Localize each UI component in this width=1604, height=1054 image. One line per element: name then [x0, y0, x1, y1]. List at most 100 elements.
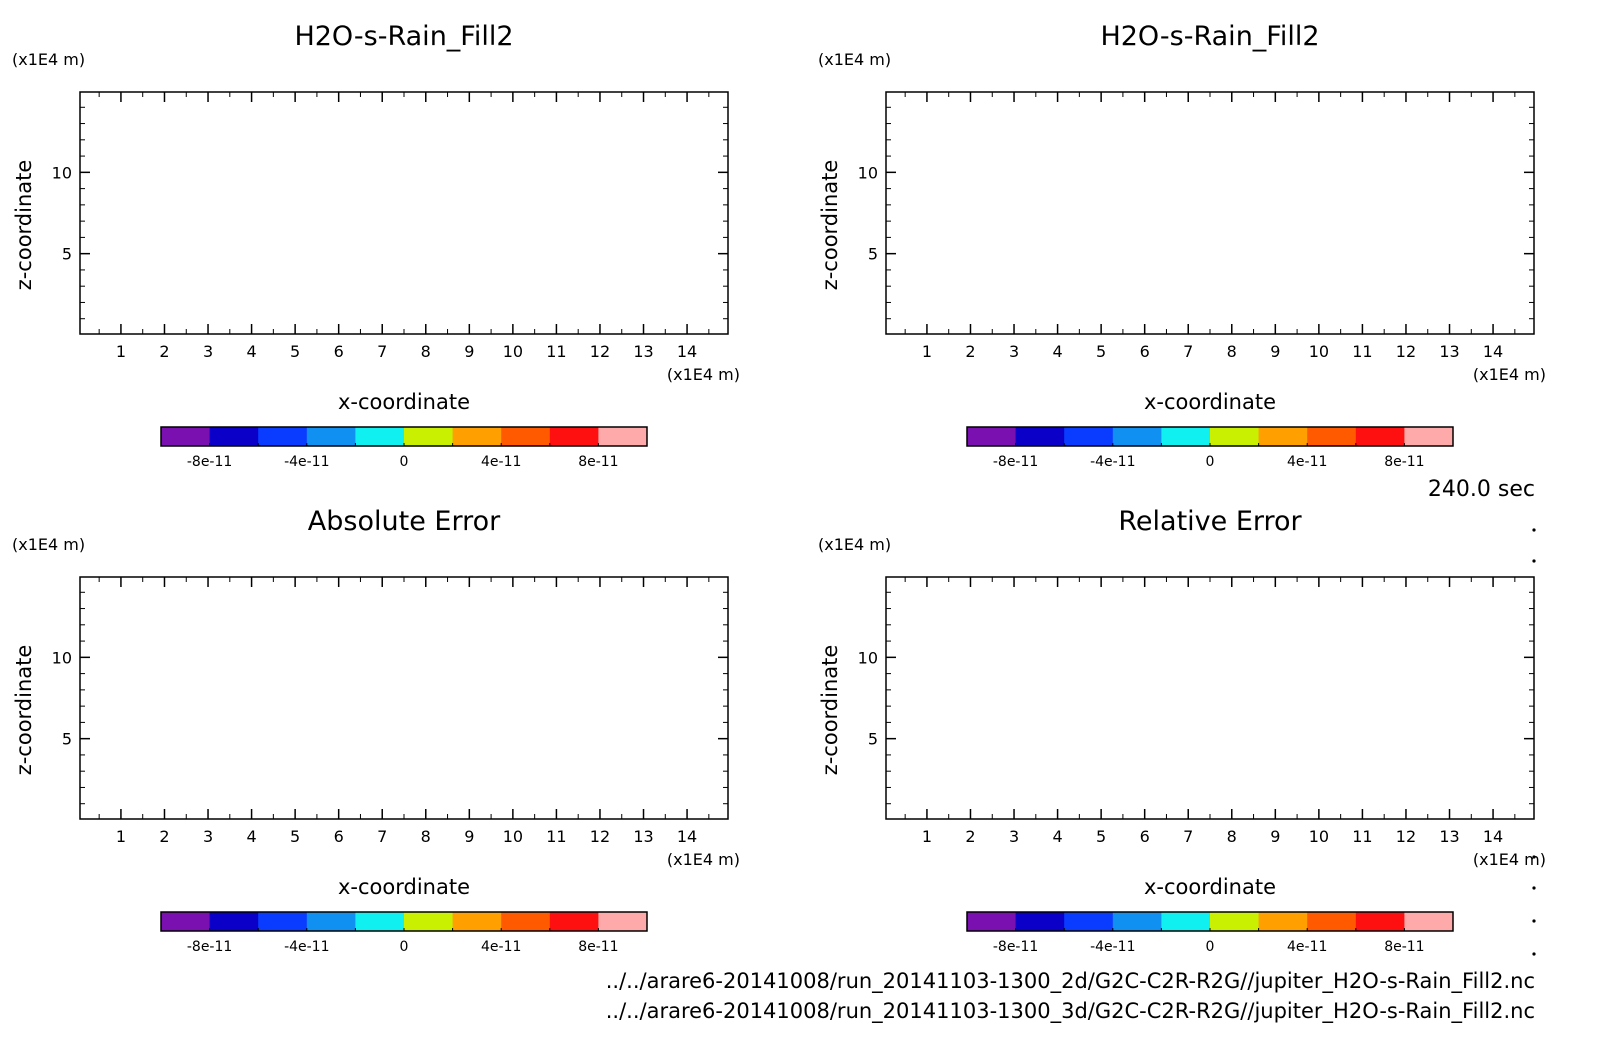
x-tick-label: 14 [1483, 342, 1503, 361]
x-tick-label: 3 [1009, 827, 1019, 846]
x-tick-label: 12 [590, 827, 610, 846]
x-tick-label: 2 [965, 827, 975, 846]
y-tick-label: 10 [52, 648, 72, 667]
colorbar-label: -8e-11 [993, 454, 1038, 470]
trail-dot [1532, 919, 1536, 923]
colorbar-swatch [1161, 912, 1211, 931]
y-unit-label: (x1E4 m) [818, 535, 891, 554]
y-unit-label: (x1E4 m) [818, 50, 891, 69]
colorbar-label: -4e-11 [284, 939, 329, 955]
trail-dot [1532, 559, 1536, 563]
x-tick-label: 11 [546, 827, 566, 846]
x-tick-label: 10 [503, 827, 523, 846]
x-tick-label: 5 [1096, 827, 1106, 846]
x-tick-label: 7 [377, 827, 387, 846]
x-tick-label: 1 [116, 342, 126, 361]
colorbar-swatch [209, 427, 259, 446]
y-unit-label: (x1E4 m) [12, 50, 85, 69]
x-tick-label: 1 [922, 342, 932, 361]
colorbar-swatch [598, 912, 648, 931]
colorbar-swatch [1015, 427, 1065, 446]
y-axis-title: z-coordinate [818, 160, 842, 291]
colorbar-label: -8e-11 [187, 454, 232, 470]
colorbar-swatch [1161, 427, 1211, 446]
x-tick-label: 14 [677, 342, 697, 361]
panel-title: H2O-s-Rain_Fill2 [1100, 21, 1319, 52]
colorbar-label: -8e-11 [993, 939, 1038, 955]
x-tick-label: 9 [464, 342, 474, 361]
trail-dots [1532, 528, 1536, 956]
y-tick-label: 10 [858, 163, 878, 182]
colorbar-label: 8e-11 [578, 939, 618, 955]
x-tick-label: 6 [1140, 342, 1150, 361]
x-tick-label: 12 [590, 342, 610, 361]
x-tick-label: 14 [677, 827, 697, 846]
colorbar-swatch [355, 427, 405, 446]
colorbar-swatch [258, 912, 308, 931]
x-tick-label: 4 [246, 342, 256, 361]
x-tick-label: 10 [1309, 342, 1329, 361]
colorbar-label: 0 [400, 939, 409, 955]
colorbar-label: 4e-11 [1287, 454, 1327, 470]
colorbar-label: 0 [1206, 939, 1215, 955]
colorbar-swatch [967, 427, 1017, 446]
x-tick-label: 8 [421, 342, 431, 361]
colorbar-swatch [549, 912, 599, 931]
x-tick-label: 5 [290, 342, 300, 361]
panel-title: Relative Error [1118, 506, 1302, 537]
colorbar-swatch [452, 427, 502, 446]
time-label: 240.0 sec [1428, 477, 1535, 502]
x-unit-label: (x1E4 m) [1473, 365, 1546, 384]
colorbar: -8e-11 -4e-11 0 4e-11 8e-11 [966, 911, 1454, 955]
colorbar-swatch [1404, 427, 1454, 446]
colorbar-swatch [258, 427, 308, 446]
x-tick-label: 3 [203, 827, 213, 846]
trail-dot [1532, 952, 1536, 956]
x-tick-label: 10 [1309, 827, 1329, 846]
x-tick-label: 2 [159, 342, 169, 361]
x-tick-label: 2 [965, 342, 975, 361]
x-tick-label: 10 [503, 342, 523, 361]
x-tick-label: 14 [1483, 827, 1503, 846]
x-tick-label: 1 [116, 827, 126, 846]
x-axis-title: x-coordinate [338, 875, 470, 899]
x-tick-label: 5 [1096, 342, 1106, 361]
trail-dot [1532, 855, 1536, 859]
colorbar-label: -8e-11 [187, 939, 232, 955]
x-unit-label: (x1E4 m) [667, 365, 740, 384]
colorbar-swatch [501, 427, 551, 446]
plot-frame [885, 576, 1535, 820]
colorbar-swatch [1355, 427, 1405, 446]
colorbar-swatch [1064, 427, 1114, 446]
colorbar-label: 4e-11 [1287, 939, 1327, 955]
y-axis-title: z-coordinate [12, 645, 36, 776]
x-tick-label: 9 [1270, 827, 1280, 846]
colorbar-swatch [1404, 912, 1454, 931]
colorbar: -8e-11 -4e-11 0 4e-11 8e-11 [966, 426, 1454, 470]
x-tick-label: 3 [203, 342, 213, 361]
x-tick-label: 13 [1439, 827, 1459, 846]
trail-dot [1532, 886, 1536, 890]
x-unit-label: (x1E4 m) [667, 850, 740, 869]
colorbar-swatch [1112, 912, 1162, 931]
x-tick-label: 11 [1352, 342, 1372, 361]
colorbar-label: 0 [400, 454, 409, 470]
x-tick-label: 13 [633, 342, 653, 361]
x-tick-label: 1 [922, 827, 932, 846]
panel-title: Absolute Error [308, 506, 501, 537]
colorbar-swatch [1258, 912, 1308, 931]
x-tick-label: 4 [246, 827, 256, 846]
colorbar-swatch [549, 427, 599, 446]
y-tick-label: 5 [868, 730, 878, 749]
x-tick-label: 7 [1183, 342, 1193, 361]
panel-2: H2O-s-Rain_Fill2(x1E4 m)1 2 3 4 5 6 7 8 9 10 11 12 1… [818, 21, 1546, 470]
colorbar-swatch [161, 912, 211, 931]
y-tick-label: 5 [868, 245, 878, 264]
colorbar-label: 8e-11 [1384, 454, 1424, 470]
trail-dot [1532, 528, 1536, 532]
footer-line-2: ../../arare6-20141008/run_20141103-1300_… [606, 999, 1535, 1024]
panel-4: Relative Error(x1E4 m)1 2 3 4 5 6 7 8 9 10 11 12 13 1… [818, 506, 1546, 955]
colorbar-label: -4e-11 [1090, 939, 1135, 955]
x-tick-label: 3 [1009, 342, 1019, 361]
